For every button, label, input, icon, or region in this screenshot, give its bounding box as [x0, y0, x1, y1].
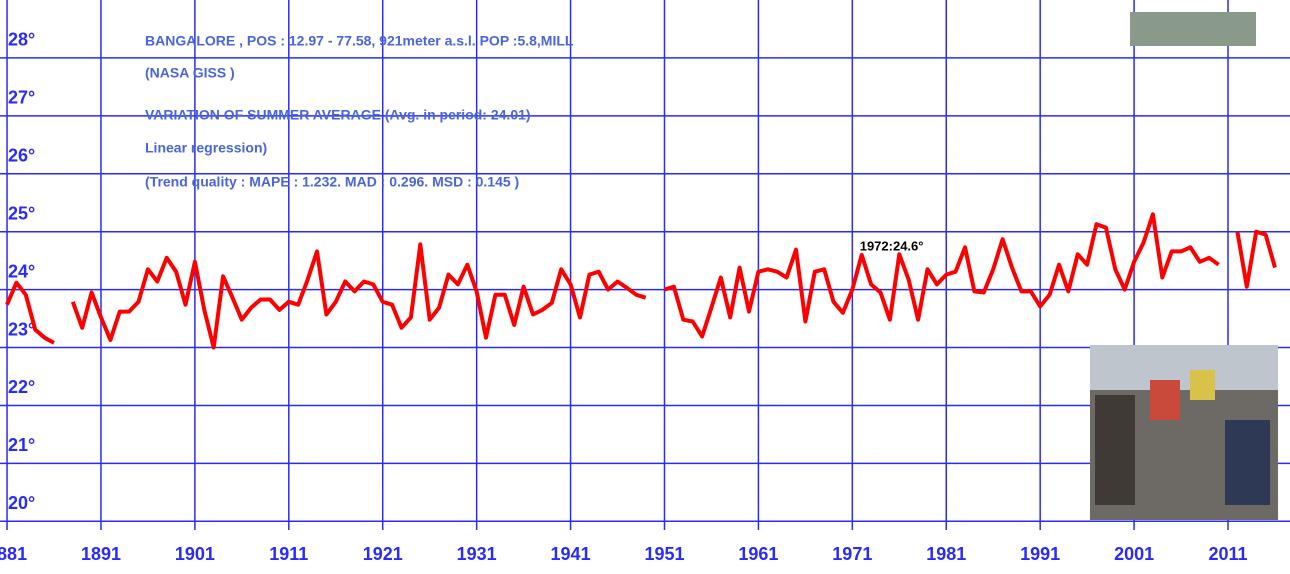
logo [1130, 12, 1256, 46]
x-tick-label: 1891 [81, 544, 121, 564]
annotation: 1972:24.6° [860, 238, 924, 253]
x-tick-label: 1941 [551, 544, 591, 564]
x-tick-label: 1991 [1020, 544, 1060, 564]
line [5, 212, 1277, 350]
y-tick-label: 21° [8, 435, 35, 455]
x-tick-label: 1901 [175, 544, 215, 564]
y-tick-label: 27° [8, 88, 35, 108]
x-tick-label: 2001 [1114, 544, 1154, 564]
x-tick-label: 1881 [0, 544, 27, 564]
photo [1090, 345, 1278, 520]
subtitle: (Trend quality : MAPE : 1.232. MAD : 0.2… [145, 174, 519, 190]
title: BANGALORE , POS : 12.97 - 77.58, 921mete… [145, 33, 574, 49]
y-tick-label: 22° [8, 377, 35, 397]
y-tick-label: 24° [8, 261, 35, 281]
x-tick-label: 1931 [457, 544, 497, 564]
x-tick-label: 1921 [363, 544, 403, 564]
x-tick-label: 1971 [832, 544, 872, 564]
subtitle: (NASA GISS ) [145, 65, 235, 81]
subtitle: Linear regression) [145, 140, 267, 156]
y-tick-label: 23° [8, 319, 35, 339]
x-tick-label: 1981 [926, 544, 966, 564]
y-tick-label: 28° [8, 30, 35, 50]
subtitle: VARIATION OF SUMMER AVERAGE (Avg. in per… [145, 107, 531, 123]
y-tick-label: 20° [8, 493, 35, 513]
y-tick-label: 25° [8, 203, 35, 223]
x-tick-label: 1961 [738, 544, 778, 564]
x-tick-label: 2011 [1208, 544, 1247, 564]
x-tick-label: 1951 [644, 544, 684, 564]
x-tick-label: 1911 [269, 544, 308, 564]
y-tick-label: 26° [8, 146, 35, 166]
